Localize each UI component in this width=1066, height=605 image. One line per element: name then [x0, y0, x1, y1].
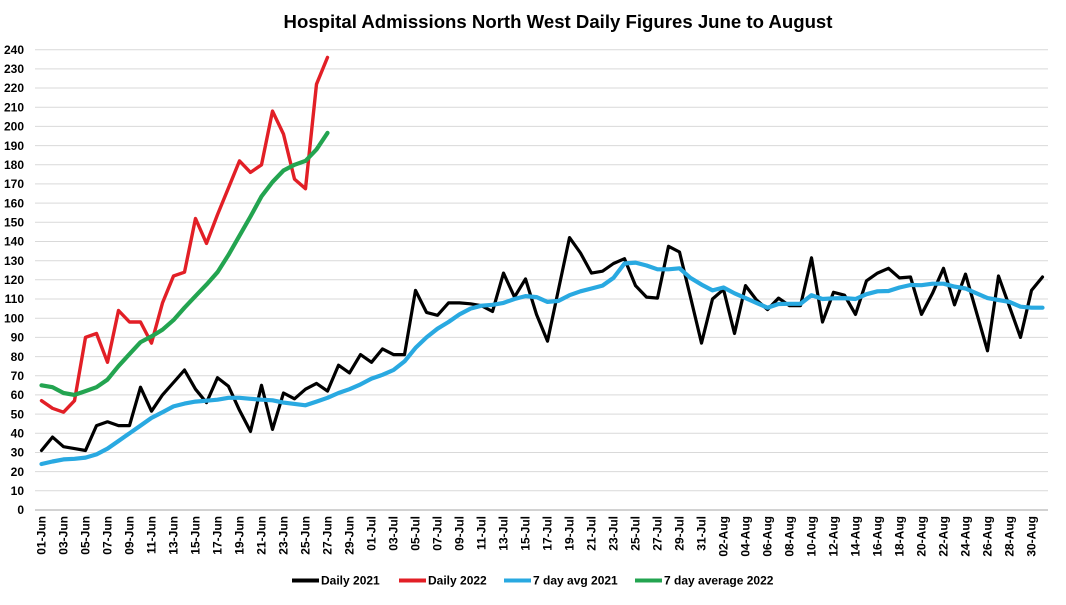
svg-text:40: 40	[11, 427, 25, 441]
svg-text:20: 20	[11, 465, 25, 479]
svg-text:90: 90	[11, 331, 25, 345]
svg-text:06-Aug: 06-Aug	[761, 516, 775, 557]
svg-text:29-Jul: 29-Jul	[673, 516, 687, 551]
svg-text:18-Aug: 18-Aug	[893, 516, 907, 557]
svg-text:110: 110	[5, 292, 25, 306]
svg-text:120: 120	[4, 273, 24, 287]
svg-text:150: 150	[4, 216, 24, 230]
svg-text:30: 30	[11, 446, 25, 460]
svg-text:20-Aug: 20-Aug	[915, 516, 929, 557]
svg-text:01-Jul: 01-Jul	[365, 516, 379, 551]
svg-text:04-Aug: 04-Aug	[739, 516, 753, 557]
svg-text:15-Jul: 15-Jul	[519, 516, 533, 551]
svg-text:180: 180	[4, 158, 24, 172]
svg-text:240: 240	[4, 43, 24, 57]
svg-text:230: 230	[4, 62, 24, 76]
svg-text:30-Aug: 30-Aug	[1025, 516, 1039, 557]
svg-text:100: 100	[4, 311, 24, 325]
svg-text:19-Jun: 19-Jun	[233, 516, 247, 555]
svg-text:25-Jul: 25-Jul	[629, 516, 643, 551]
svg-text:21-Jul: 21-Jul	[585, 516, 599, 551]
svg-text:08-Aug: 08-Aug	[783, 516, 797, 557]
svg-text:14-Aug: 14-Aug	[849, 516, 863, 557]
svg-text:Daily 2022: Daily 2022	[428, 574, 487, 588]
svg-text:Daily 2021: Daily 2021	[321, 574, 380, 588]
svg-text:17-Jun: 17-Jun	[211, 516, 225, 555]
svg-text:10: 10	[11, 484, 25, 498]
svg-text:130: 130	[4, 254, 24, 268]
svg-text:13-Jul: 13-Jul	[497, 516, 511, 551]
svg-text:11-Jul: 11-Jul	[475, 516, 489, 550]
svg-text:140: 140	[4, 235, 24, 249]
svg-text:03-Jun: 03-Jun	[57, 516, 71, 555]
svg-text:7 day average 2022: 7 day average 2022	[664, 574, 774, 588]
svg-text:05-Jul: 05-Jul	[409, 516, 423, 551]
svg-text:10-Aug: 10-Aug	[805, 516, 819, 557]
svg-text:200: 200	[4, 120, 24, 134]
svg-text:12-Aug: 12-Aug	[827, 516, 841, 557]
svg-text:07-Jul: 07-Jul	[431, 516, 445, 551]
svg-text:0: 0	[17, 503, 24, 517]
svg-text:190: 190	[4, 139, 24, 153]
svg-text:Hospital Admissions North West: Hospital Admissions North West Daily Fig…	[284, 11, 833, 32]
svg-text:24-Aug: 24-Aug	[959, 516, 973, 557]
svg-text:13-Jun: 13-Jun	[167, 516, 181, 555]
svg-text:23-Jun: 23-Jun	[277, 516, 291, 555]
svg-text:02-Aug: 02-Aug	[717, 516, 731, 557]
svg-text:09-Jun: 09-Jun	[123, 516, 137, 555]
svg-text:22-Aug: 22-Aug	[937, 516, 951, 557]
svg-text:25-Jun: 25-Jun	[299, 516, 313, 555]
svg-text:16-Aug: 16-Aug	[871, 516, 885, 557]
svg-text:160: 160	[4, 196, 24, 210]
svg-text:70: 70	[11, 369, 25, 383]
svg-text:15-Jun: 15-Jun	[189, 516, 203, 555]
svg-text:170: 170	[4, 177, 24, 191]
svg-text:31-Jul: 31-Jul	[695, 516, 709, 551]
svg-text:220: 220	[4, 81, 24, 95]
svg-text:27-Jul: 27-Jul	[651, 516, 665, 551]
svg-text:21-Jun: 21-Jun	[255, 516, 269, 555]
svg-text:17-Jul: 17-Jul	[541, 516, 555, 551]
svg-text:19-Jul: 19-Jul	[563, 516, 577, 551]
svg-text:27-Jun: 27-Jun	[321, 516, 335, 555]
svg-text:03-Jul: 03-Jul	[387, 516, 401, 551]
svg-text:28-Aug: 28-Aug	[1003, 516, 1017, 557]
svg-text:7 day avg 2021: 7 day avg 2021	[533, 574, 618, 588]
svg-text:80: 80	[11, 350, 25, 364]
svg-text:26-Aug: 26-Aug	[981, 516, 995, 557]
svg-text:07-Jun: 07-Jun	[101, 516, 115, 555]
svg-text:23-Jul: 23-Jul	[607, 516, 621, 551]
svg-text:01-Jun: 01-Jun	[35, 516, 49, 555]
svg-text:05-Jun: 05-Jun	[79, 516, 93, 555]
svg-text:09-Jul: 09-Jul	[453, 516, 467, 551]
svg-text:50: 50	[11, 407, 25, 421]
svg-text:60: 60	[11, 388, 25, 402]
svg-text:210: 210	[4, 100, 24, 114]
svg-text:29-Jun: 29-Jun	[343, 516, 357, 555]
svg-text:11-Jun: 11-Jun	[145, 516, 159, 554]
